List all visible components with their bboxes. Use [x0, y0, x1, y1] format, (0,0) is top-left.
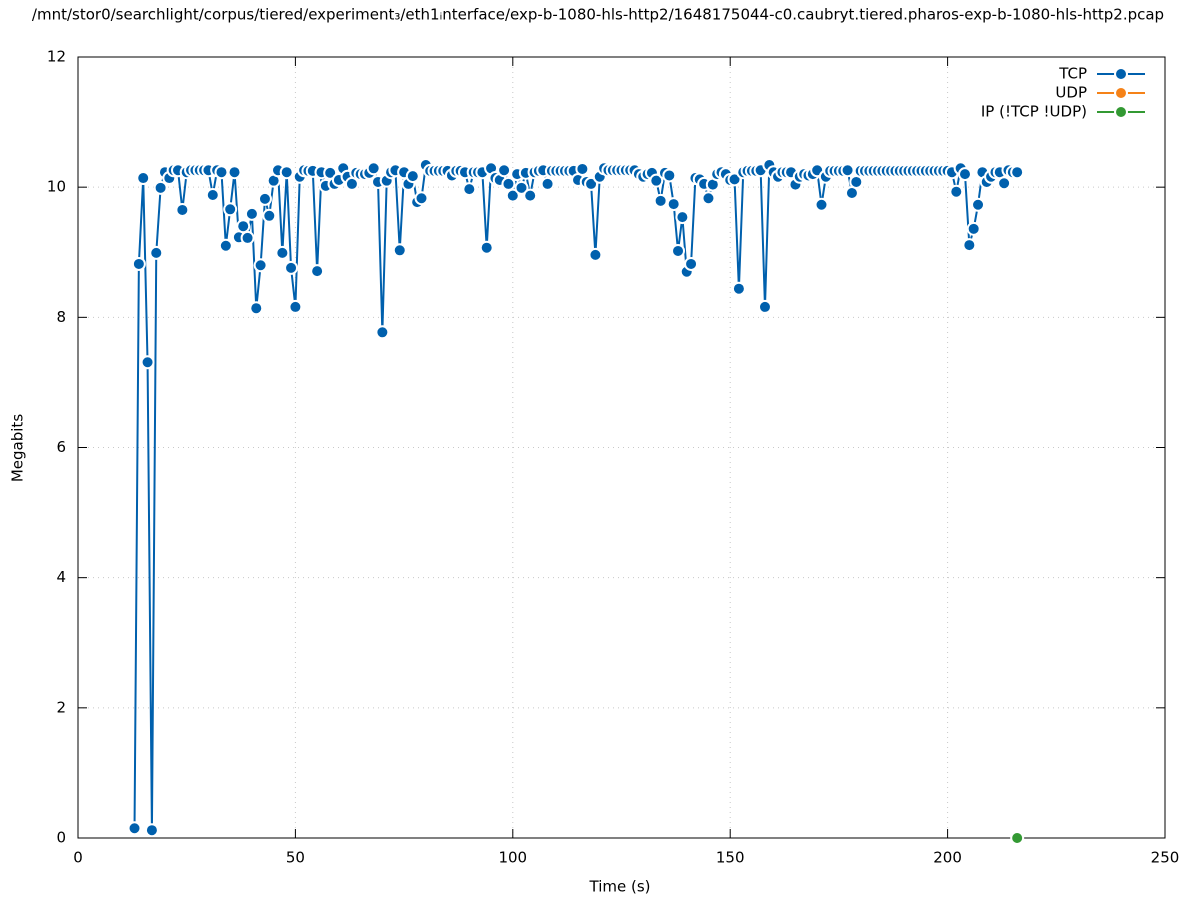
y-tick-label: 8 — [56, 308, 66, 326]
data-point — [284, 260, 299, 275]
data-point — [244, 206, 259, 221]
plot-frame — [77, 56, 1166, 839]
data-point — [588, 247, 603, 262]
y-axis-label: Megabits — [9, 414, 27, 482]
data-point — [966, 221, 981, 236]
data-point — [727, 172, 742, 187]
data-point — [840, 163, 855, 178]
data-point — [136, 171, 151, 186]
data-point — [701, 191, 716, 206]
x-axis-label: Time (s) — [589, 878, 651, 896]
data-point — [153, 180, 168, 195]
data-point — [392, 243, 407, 258]
data-point — [127, 821, 142, 836]
data-point — [731, 281, 746, 296]
legend-label: UDP — [1055, 84, 1087, 102]
data-point — [310, 264, 325, 279]
chart-title: /mnt/stor0/searchlight/corpus/tiered/exp… — [32, 6, 1164, 24]
x-tick-label: 100 — [498, 849, 527, 867]
data-point — [497, 163, 512, 178]
data-point — [405, 169, 420, 184]
data-point — [684, 256, 699, 271]
data-point — [249, 301, 264, 316]
data-point — [218, 238, 233, 253]
data-point — [540, 176, 555, 191]
data-point — [1010, 831, 1025, 845]
data-point — [962, 238, 977, 253]
data-point — [375, 325, 390, 340]
data-point — [366, 161, 381, 176]
data-point — [1010, 165, 1025, 180]
data-point — [262, 208, 277, 223]
data-point — [253, 258, 268, 273]
data-point — [814, 197, 829, 212]
data-point — [514, 180, 529, 195]
data-point — [971, 197, 986, 212]
data-point — [479, 240, 494, 255]
data-point — [144, 823, 159, 838]
data-point — [675, 210, 690, 225]
y-tick-label: 6 — [56, 438, 66, 456]
data-point — [501, 176, 516, 191]
data-point — [414, 191, 429, 206]
data-point — [523, 188, 538, 203]
data-point — [205, 187, 220, 202]
data-point — [757, 299, 772, 314]
data-point — [257, 191, 272, 206]
data-point — [997, 176, 1012, 191]
data-point — [575, 161, 590, 176]
y-tick-label: 2 — [56, 698, 66, 716]
data-point — [240, 230, 255, 245]
data-point — [666, 197, 681, 212]
y-tick-label: 4 — [56, 568, 66, 586]
data-point — [653, 193, 668, 208]
data-point — [236, 219, 251, 234]
x-tick-label: 150 — [716, 849, 745, 867]
legend-label: IP (!TCP !UDP) — [981, 103, 1087, 121]
x-tick-label: 250 — [1151, 849, 1180, 867]
data-point — [140, 355, 155, 370]
data-point — [671, 243, 686, 258]
data-point — [662, 168, 677, 183]
legend-marker — [1114, 67, 1128, 81]
legend-marker — [1114, 86, 1128, 100]
data-point — [131, 256, 146, 271]
data-point — [288, 299, 303, 314]
x-tick-label: 0 — [73, 849, 83, 867]
legend-marker — [1114, 105, 1128, 119]
data-point — [505, 188, 520, 203]
data-point — [957, 167, 972, 182]
data-point — [279, 165, 294, 180]
data-point — [227, 165, 242, 180]
data-point — [149, 245, 164, 260]
data-point — [275, 245, 290, 260]
legend-label: TCP — [1058, 65, 1087, 83]
data-point — [175, 202, 190, 217]
y-tick-label: 0 — [56, 829, 66, 847]
data-point — [584, 176, 599, 191]
y-tick-label: 12 — [47, 48, 66, 66]
data-point — [949, 184, 964, 199]
x-tick-label: 50 — [286, 849, 305, 867]
data-point — [223, 202, 238, 217]
data-point — [649, 173, 664, 188]
data-point — [214, 165, 229, 180]
data-point — [462, 182, 477, 197]
x-tick-label: 200 — [933, 849, 962, 867]
y-tick-label: 10 — [47, 178, 66, 196]
